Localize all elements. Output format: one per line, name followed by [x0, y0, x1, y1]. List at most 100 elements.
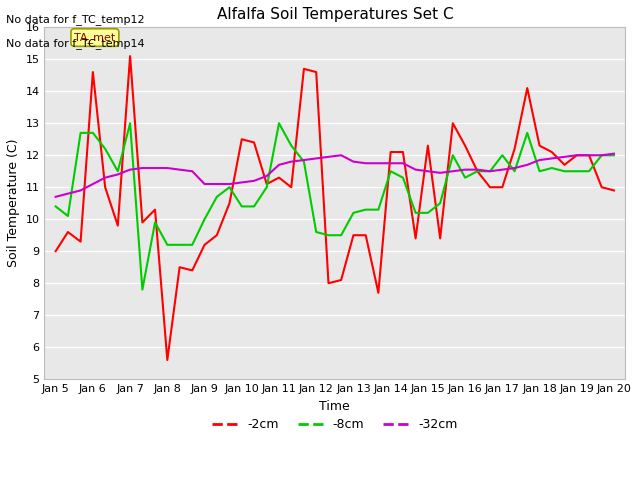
-32cm — [101, 175, 109, 180]
-2cm — [250, 140, 258, 145]
-2cm — [101, 184, 109, 190]
-8cm — [64, 213, 72, 219]
-2cm — [263, 181, 271, 187]
-2cm — [412, 236, 419, 241]
-8cm — [275, 120, 283, 126]
-8cm — [387, 168, 394, 174]
-8cm — [337, 232, 345, 238]
-8cm — [176, 242, 184, 248]
-8cm — [151, 219, 159, 225]
-32cm — [312, 156, 320, 161]
-8cm — [226, 184, 234, 190]
-8cm — [89, 130, 97, 136]
-8cm — [511, 168, 518, 174]
-8cm — [188, 242, 196, 248]
Text: No data for f_TC_temp12: No data for f_TC_temp12 — [6, 14, 145, 25]
-8cm — [449, 152, 457, 158]
Line: -32cm: -32cm — [56, 154, 614, 197]
-32cm — [610, 151, 618, 156]
Title: Alfalfa Soil Temperatures Set C: Alfalfa Soil Temperatures Set C — [216, 7, 453, 22]
-2cm — [188, 267, 196, 273]
-2cm — [275, 175, 283, 180]
-8cm — [536, 168, 543, 174]
Line: -8cm: -8cm — [56, 123, 614, 289]
-32cm — [548, 156, 556, 161]
-8cm — [77, 130, 84, 136]
-2cm — [499, 184, 506, 190]
-32cm — [598, 152, 605, 158]
Text: No data for f_TC_temp14: No data for f_TC_temp14 — [6, 38, 145, 49]
-8cm — [250, 204, 258, 209]
-32cm — [138, 165, 146, 171]
-32cm — [585, 152, 593, 158]
-32cm — [374, 160, 382, 166]
-8cm — [163, 242, 171, 248]
-32cm — [52, 194, 60, 200]
Y-axis label: Soil Temperature (C): Soil Temperature (C) — [7, 139, 20, 267]
-2cm — [474, 168, 481, 174]
-8cm — [374, 207, 382, 213]
-2cm — [374, 290, 382, 296]
-32cm — [300, 157, 308, 163]
-2cm — [449, 120, 457, 126]
-32cm — [573, 152, 580, 158]
-8cm — [138, 287, 146, 292]
-32cm — [176, 167, 184, 172]
-32cm — [511, 165, 518, 171]
-2cm — [548, 149, 556, 155]
-2cm — [163, 357, 171, 363]
-8cm — [548, 165, 556, 171]
-8cm — [312, 229, 320, 235]
-8cm — [52, 204, 60, 209]
-2cm — [610, 188, 618, 193]
-32cm — [337, 152, 345, 158]
-32cm — [163, 165, 171, 171]
-32cm — [64, 191, 72, 196]
-2cm — [238, 136, 246, 142]
-2cm — [226, 200, 234, 206]
-8cm — [474, 168, 481, 174]
-2cm — [300, 66, 308, 72]
-32cm — [349, 159, 357, 165]
-2cm — [585, 152, 593, 158]
-32cm — [250, 178, 258, 184]
-32cm — [387, 160, 394, 166]
-32cm — [412, 167, 419, 172]
-8cm — [412, 210, 419, 216]
-2cm — [524, 85, 531, 91]
-32cm — [474, 167, 481, 172]
X-axis label: Time: Time — [319, 399, 350, 413]
-32cm — [151, 165, 159, 171]
-8cm — [287, 143, 295, 148]
-2cm — [598, 184, 605, 190]
-8cm — [213, 194, 221, 200]
-8cm — [499, 152, 506, 158]
-32cm — [275, 162, 283, 168]
-8cm — [300, 159, 308, 165]
-32cm — [263, 173, 271, 179]
-32cm — [362, 160, 369, 166]
-32cm — [213, 181, 221, 187]
-8cm — [201, 216, 209, 222]
-2cm — [287, 184, 295, 190]
-8cm — [436, 200, 444, 206]
-32cm — [436, 170, 444, 176]
-32cm — [424, 168, 432, 174]
-8cm — [610, 152, 618, 158]
-32cm — [89, 181, 97, 187]
-2cm — [511, 146, 518, 152]
-2cm — [362, 232, 369, 238]
-8cm — [324, 232, 332, 238]
-2cm — [176, 264, 184, 270]
-8cm — [524, 130, 531, 136]
-2cm — [436, 236, 444, 241]
-8cm — [424, 210, 432, 216]
-2cm — [536, 143, 543, 148]
-2cm — [486, 184, 494, 190]
-2cm — [461, 143, 469, 148]
-32cm — [226, 181, 234, 187]
-2cm — [573, 152, 580, 158]
-2cm — [349, 232, 357, 238]
-2cm — [561, 162, 568, 168]
-2cm — [337, 277, 345, 283]
